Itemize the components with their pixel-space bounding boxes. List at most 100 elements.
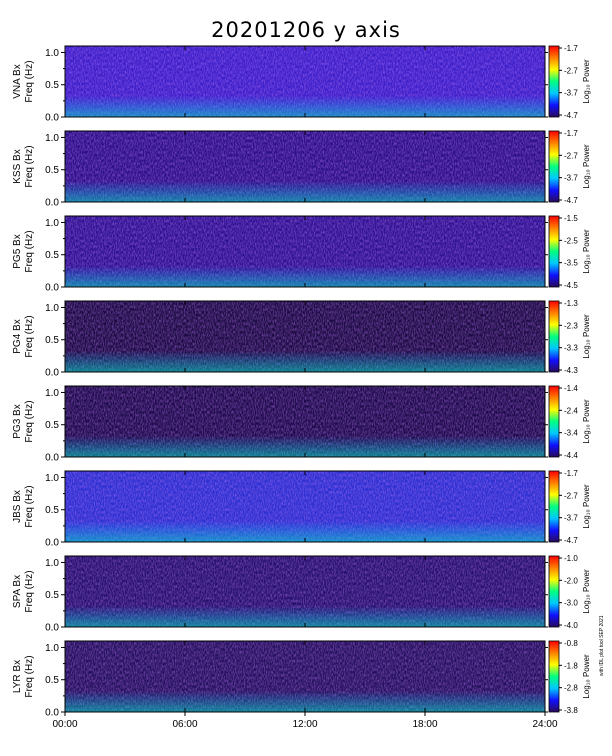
y-tick-label: 1.0: [45, 643, 59, 654]
credit-text: with IDL plot tool SEP 2021: [599, 615, 605, 676]
y-tick-label: 0.5: [45, 675, 59, 686]
station-label: SPA Bx: [12, 575, 23, 608]
y-tick-label: 1.0: [45, 133, 59, 144]
colorbar-tick-label: -4.3: [564, 366, 578, 375]
colorbar-tick-label: -3.7: [564, 514, 578, 523]
panel-3: 0.0 0.5 1.0 PG4 Bx Freq (Hz) -1.3 -2.3 -3.3 -4.3…: [12, 299, 591, 379]
y-tick-label: 0.5: [45, 420, 59, 431]
y-tick-label: 0.5: [45, 80, 59, 91]
station-label: PG5 Bx: [12, 234, 23, 268]
y-axis-label: Freq (Hz): [24, 485, 35, 527]
spectrogram-image: [65, 131, 545, 202]
y-tick-label: 0.5: [45, 505, 59, 516]
spectrogram-image: [65, 556, 545, 627]
spectrogram-image: [65, 641, 545, 712]
y-axis-label: Freq (Hz): [24, 400, 35, 442]
spectrogram-image: [65, 46, 545, 117]
y-axis-label: Freq (Hz): [24, 60, 35, 102]
y-tick-label: 0.0: [45, 368, 59, 379]
colorbar-tick-label: -3.7: [564, 174, 578, 183]
colorbar-tick-label: -2.3: [564, 321, 578, 330]
panel-6: 0.0 0.5 1.0 SPA Bx Freq (Hz) -1.0 -2.0 -3.0 -4.0…: [12, 554, 591, 634]
colorbar-tick-label: -1.7: [564, 44, 578, 53]
colorbar-tick-label: -2.7: [564, 491, 578, 500]
colorbar-tick-label: -3.5: [564, 259, 578, 268]
spectrogram-image: [65, 471, 545, 542]
y-tick-label: 1.0: [45, 388, 59, 399]
colorbar-tick-label: -1.8: [564, 661, 578, 670]
station-label: PG4 Bx: [12, 319, 23, 353]
y-tick-label: 0.5: [45, 250, 59, 261]
y-tick-label: 0.0: [45, 453, 59, 464]
colorbar-tick-label: -4.7: [564, 111, 578, 120]
y-tick-label: 0.0: [45, 198, 59, 209]
colorbar-label: Log₁₀ Power: [582, 484, 591, 529]
station-label: VNA Bx: [12, 64, 23, 98]
colorbar-tick-label: -2.8: [564, 684, 578, 693]
y-tick-label: 0.0: [45, 708, 59, 719]
colorbar-tick-label: -0.8: [564, 639, 578, 648]
y-axis-label: Freq (Hz): [24, 315, 35, 357]
y-tick-label: 0.5: [45, 165, 59, 176]
y-axis-label: Freq (Hz): [24, 570, 35, 612]
colorbar-label: Log₁₀ Power: [582, 314, 591, 359]
colorbar-label: Log₁₀ Power: [582, 399, 591, 444]
panel-1: 0.0 0.5 1.0 KSS Bx Freq (Hz) -1.7 -2.7 -3.7 -4.7…: [12, 129, 591, 209]
colorbar-tick-label: -3.7: [564, 89, 578, 98]
colorbar-tick-label: -4.7: [564, 196, 578, 205]
station-label: KSS Bx: [12, 149, 23, 183]
colorbar-label: Log₁₀ Power: [582, 654, 591, 699]
colorbar-tick-label: -1.0: [564, 554, 578, 563]
panel-0: 0.0 0.5 1.0 VNA Bx Freq (Hz) -1.7 -2.7 -3.7 -4.7…: [12, 44, 591, 124]
colorbar: [548, 300, 560, 373]
y-tick-label: 1.0: [45, 473, 59, 484]
credit-note: with IDL plot tool SEP 2021: [599, 615, 605, 676]
colorbar-tick-label: -2.5: [564, 236, 578, 245]
x-tick-label: 06:00: [172, 719, 197, 730]
x-tick-label: 24:00: [532, 719, 557, 730]
station-label: JBS Bx: [12, 490, 23, 523]
y-axis-label: Freq (Hz): [24, 145, 35, 187]
colorbar: [548, 470, 560, 543]
colorbar-tick-label: -4.5: [564, 281, 578, 290]
y-axis-label: Freq (Hz): [24, 230, 35, 272]
y-tick-label: 0.0: [45, 623, 59, 634]
colorbar-label: Log₁₀ Power: [582, 229, 591, 274]
colorbar-tick-label: -4.4: [564, 451, 578, 460]
x-tick-label: 00:00: [52, 719, 77, 730]
colorbar: [548, 215, 560, 288]
station-label: PG3 Bx: [12, 404, 23, 438]
spectrogram-image: [65, 386, 545, 457]
colorbar-tick-label: -1.7: [564, 469, 578, 478]
colorbar-tick-label: -1.5: [564, 214, 578, 223]
colorbar-tick-label: -3.3: [564, 344, 578, 353]
colorbar-label: Log₁₀ Power: [582, 569, 591, 614]
panel-5: 0.0 0.5 1.0 JBS Bx Freq (Hz) -1.7 -2.7 -3.7 -4.7…: [12, 469, 591, 549]
colorbar: [548, 640, 560, 713]
y-tick-label: 0.5: [45, 590, 59, 601]
spectrogram-image: [65, 216, 545, 287]
y-tick-label: 1.0: [45, 303, 59, 314]
colorbar-tick-label: -4.0: [564, 621, 578, 630]
colorbar-tick-label: -3.8: [564, 706, 578, 715]
panel-4: 0.0 0.5 1.0 PG3 Bx Freq (Hz) -1.4 -2.4 -3.4 -4.4…: [12, 384, 591, 464]
y-tick-label: 1.0: [45, 558, 59, 569]
y-tick-label: 0.5: [45, 335, 59, 346]
colorbar-tick-label: -2.7: [564, 66, 578, 75]
colorbar-tick-label: -4.7: [564, 536, 578, 545]
y-tick-label: 1.0: [45, 48, 59, 59]
colorbar-label: Log₁₀ Power: [582, 59, 591, 104]
station-label: LYR Bx: [12, 660, 23, 693]
colorbar-tick-label: -2.0: [564, 576, 578, 585]
colorbar-tick-label: -1.3: [564, 299, 578, 308]
colorbar: [548, 130, 560, 203]
colorbar-tick-label: -2.7: [564, 151, 578, 160]
y-tick-label: 0.0: [45, 113, 59, 124]
chart-title: 20201206 y axis: [211, 18, 401, 42]
y-tick-label: 0.0: [45, 283, 59, 294]
y-axis-label: Freq (Hz): [24, 655, 35, 697]
panel-7: 0.0 0.5 1.0 LYR Bx Freq (Hz) -0.8 -1.8 -2.8 -3.8…: [12, 639, 591, 719]
colorbar-tick-label: -3.0: [564, 599, 578, 608]
panel-2: 0.0 0.5 1.0 PG5 Bx Freq (Hz) -1.5 -2.5 -3.5 -4.5…: [12, 214, 591, 294]
